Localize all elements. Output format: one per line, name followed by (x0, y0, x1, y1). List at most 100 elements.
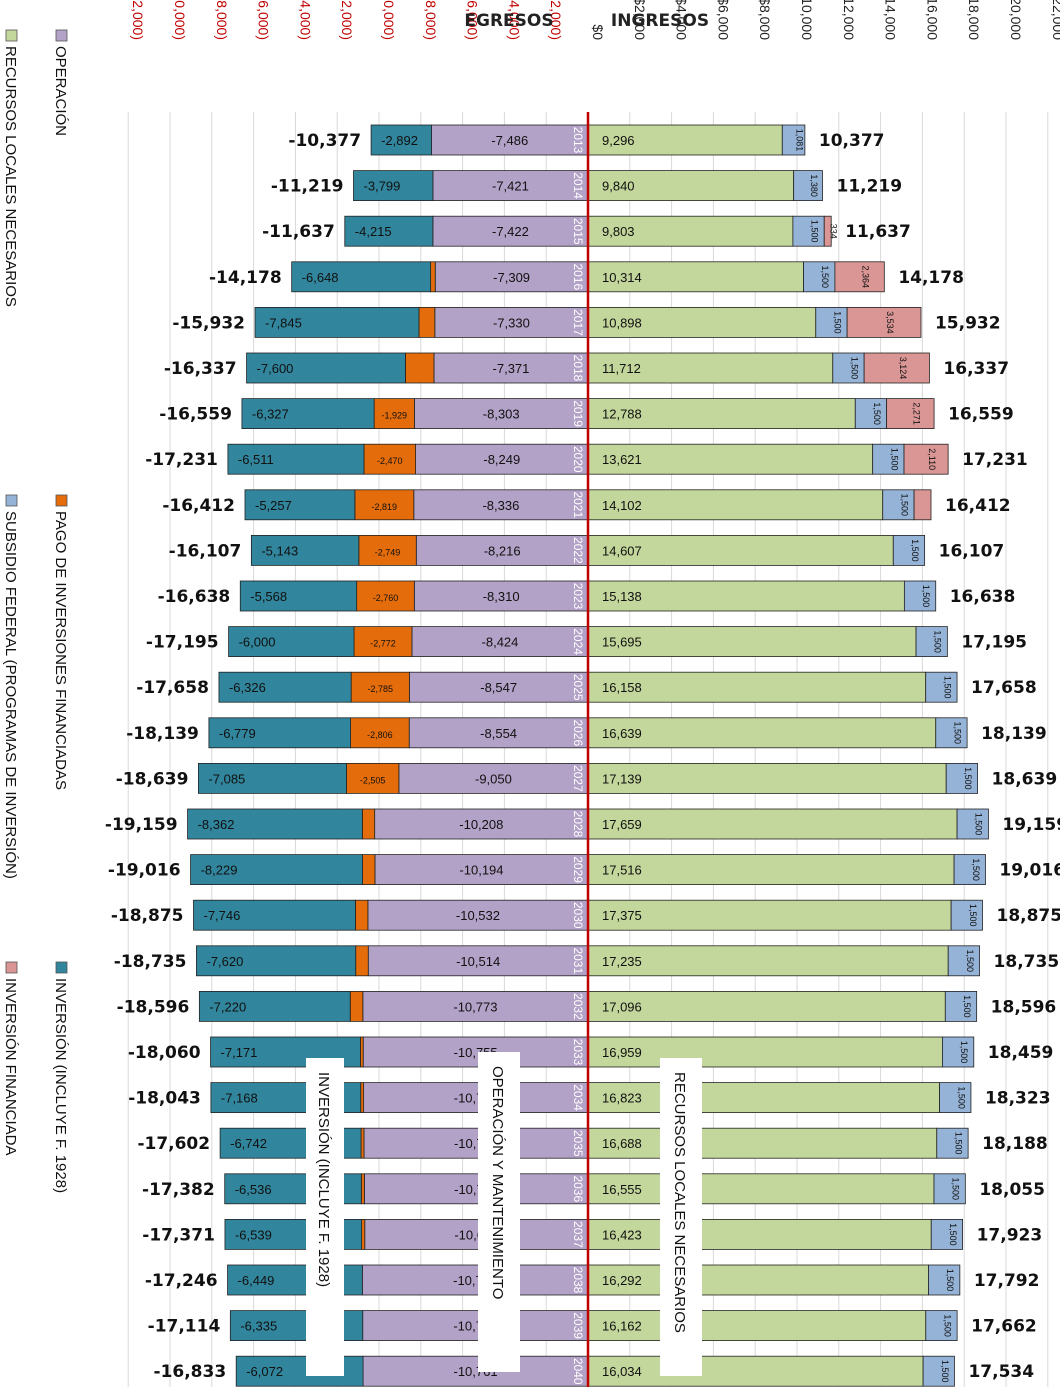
annotation-label: OPERACIÓN Y MANTENIMIENTO (489, 1066, 506, 1299)
recursos-value-label: 15,138 (602, 589, 642, 604)
annotation-background (478, 1052, 520, 1372)
egresos-total-label: -17,371 (142, 1225, 215, 1245)
financiada-bar (834, 261, 885, 293)
subsidio-bar (792, 215, 825, 247)
operacion-value-label: -7,421 (492, 179, 529, 194)
x-tick-label: $0 (590, 24, 606, 40)
ingresos-total-label: 14,178 (898, 268, 964, 288)
subsidio-value-label: 1,500 (910, 539, 920, 562)
bar-row: -10,755-7,171-18,060 2033 16,959 1,500 18,45… (128, 1036, 1053, 1068)
recursos-bar (587, 1355, 924, 1387)
financiada-value-label: 2,364 (861, 266, 871, 289)
operacion-bar (364, 1219, 589, 1250)
x-tick-label: ($12,000) (339, 0, 355, 40)
x-tick-label: ($10,000) (381, 0, 397, 40)
legend-swatch (5, 961, 18, 974)
subsidio-value-label: 1,500 (948, 1223, 958, 1246)
annotation-background (660, 1058, 702, 1376)
egresos-total-label: -11,219 (271, 177, 344, 197)
bar-row: -10,194 -8,229 -19,016 2029 17,516 1,500 19,01… (108, 854, 1060, 885)
operacion-bar (362, 1355, 589, 1387)
ingresos-total-label: 18,639 (992, 769, 1058, 789)
x-tick-label: $4,000 (674, 0, 690, 40)
pago-bar (355, 945, 369, 977)
bar-row: -10,773 -7,220 -18,596 2032 17,096 1,500 18,59… (117, 991, 1056, 1022)
egresos-total-label: -18,043 (128, 1089, 201, 1109)
inversion-value-label: -2,892 (381, 133, 418, 148)
pago-bar (360, 1036, 364, 1068)
recursos-bar (587, 398, 856, 430)
bar-row: -8,336 -2,819 -5,257 -16,412 2021 14,102 1,500… (162, 489, 1011, 521)
egresos-total-label: -19,016 (108, 861, 181, 881)
x-tick-label: $18,000 (966, 0, 982, 40)
inversion-value-label: -6,648 (302, 270, 339, 285)
bar-row: -9,050 -2,505 -7,085 -18,639 2027 17,139 1,500… (116, 763, 1058, 794)
subsidio-value-label: 1,500 (921, 585, 931, 608)
recursos-bar (587, 763, 947, 794)
bar-row: -8,216 -2,749 -5,143 -16,107 2022 14,607 1,500… (169, 535, 1004, 566)
recursos-bar (587, 1173, 935, 1205)
inversion-bar (196, 945, 357, 977)
subsidio-value-label: 1,500 (959, 1041, 969, 1064)
financiada-value-label: 334 (829, 224, 839, 239)
subsidio-bar (936, 1127, 969, 1159)
recursos-bar (587, 899, 952, 931)
recursos-bar (587, 945, 949, 977)
subsidio-value-label: 1,500 (963, 767, 973, 790)
operacion-value-label: -8,336 (482, 498, 519, 513)
operacion-value-label: -8,249 (483, 452, 520, 467)
bar-row: -8,249 -2,470 -6,511 -17,231 2020 13,621 1,500… (145, 443, 1028, 475)
ingresos-total-label: 16,559 (948, 405, 1014, 425)
subsidio-bar (793, 170, 823, 202)
subsidio-bar (945, 763, 978, 794)
inversion-value-label: -7,620 (206, 954, 243, 969)
inversion-value-label: -7,085 (208, 771, 245, 786)
year-label: 2017 (571, 309, 585, 336)
operacion-bar (363, 1173, 589, 1205)
inversion-bar (218, 671, 352, 703)
egresos-total-label: -16,412 (162, 496, 235, 516)
year-label: 2037 (571, 1221, 585, 1248)
inversion-bar (187, 808, 363, 840)
subsidio-bar (781, 124, 806, 156)
operacion-value-label: -7,371 (493, 361, 530, 376)
year-label: 2024 (571, 628, 585, 655)
operacion-value-label: -7,309 (493, 270, 530, 285)
ingresos-total-label: 17,658 (971, 678, 1037, 698)
subsidio-value-label: 1,500 (945, 1269, 955, 1292)
recursos-value-label: 13,621 (602, 452, 642, 467)
annotation-box: INVERSIÓN (INCLUYE F. 1928) (306, 1058, 344, 1376)
operacion-bar (411, 626, 589, 657)
recursos-bar (587, 443, 874, 475)
x-tick-label: $22,000 (1050, 0, 1060, 40)
subsidio-value-label: 1,500 (810, 220, 820, 243)
x-tick-label: ($6,000) (465, 0, 481, 40)
operacion-bar (408, 671, 589, 703)
x-tick-label: ($14,000) (297, 0, 313, 40)
recursos-value-label: 17,659 (602, 817, 642, 832)
subsidio-value-label: 1,500 (956, 1086, 966, 1109)
bar-row: -7,486 -2,892 -10,377 2013 9,296 1,081 10,377 (288, 124, 884, 156)
inversion-value-label: -6,779 (219, 726, 256, 741)
operacion-bar (415, 535, 589, 566)
recursos-value-label: 15,695 (602, 635, 642, 650)
recursos-value-label: 16,959 (602, 1045, 642, 1060)
operacion-value-label: -7,330 (493, 315, 530, 330)
operacion-bar (362, 1036, 589, 1068)
bar-row: -8,303 -1,929 -6,327 -16,559 2019 12,788 1,500… (159, 398, 1014, 430)
recursos-bar (587, 1036, 943, 1068)
recursos-value-label: 16,423 (602, 1227, 642, 1242)
inversion-bar (198, 991, 351, 1022)
bar-row: -10,514 -7,620 -18,735 2031 17,235 1,500 18,73… (114, 945, 1060, 977)
ingresos-total-label: 17,231 (962, 450, 1028, 470)
inversion-value-label: -8,362 (198, 817, 235, 832)
ingresos-total-label: 18,735 (994, 952, 1060, 972)
subsidio-value-label: 1,500 (965, 950, 975, 973)
subsidio-value-label: 1,500 (953, 1132, 963, 1155)
operacion-bar (374, 808, 589, 840)
bar-row: -8,554 -2,806 -6,779 -18,139 2026 16,639 1,500… (126, 717, 1047, 749)
recursos-bar (587, 580, 905, 612)
year-label: 2026 (571, 719, 585, 746)
recursos-value-label: 10,314 (602, 270, 642, 285)
